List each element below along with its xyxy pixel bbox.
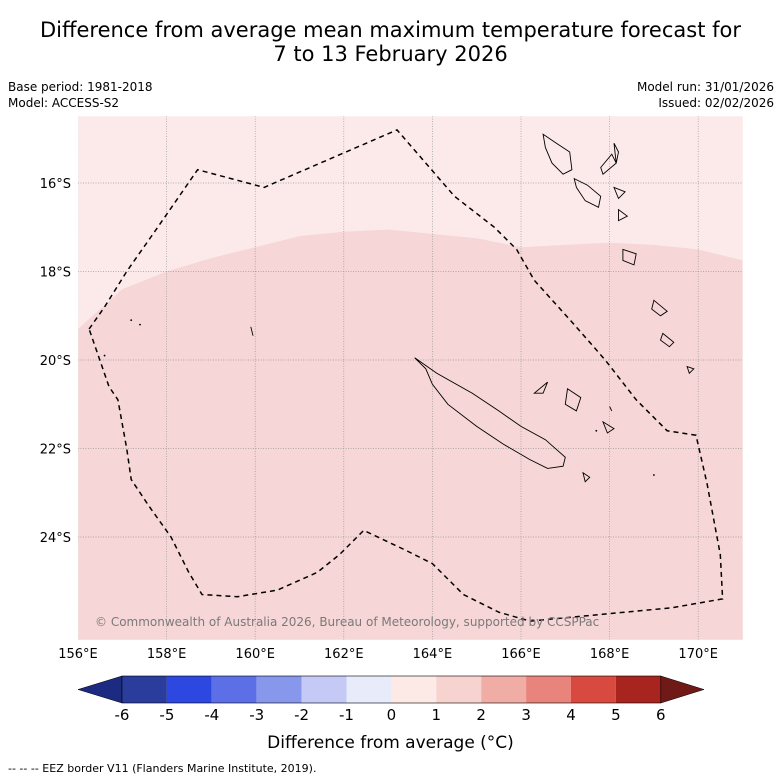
new-caledonia-coastline <box>414 357 566 469</box>
colorbar: -6 -5 -4 -3 -2 -1 0 1 2 3 4 5 6 <box>77 675 705 724</box>
island-coastline <box>542 133 573 175</box>
colorbar-segment <box>256 676 302 703</box>
colorbar-segment <box>122 676 167 703</box>
colorbar-tick-label: 3 <box>521 706 531 724</box>
map-frame <box>77 115 744 641</box>
lon-tick-label: 170°E <box>678 647 718 662</box>
colorbar-segment <box>166 676 212 703</box>
colorbar-tick-label: 0 <box>387 706 397 724</box>
colorbar-tick-label: 2 <box>476 706 486 724</box>
title-line-1: Difference from average mean maximum tem… <box>40 18 741 42</box>
issued-date: Issued: 02/02/2026 <box>658 96 774 110</box>
island-coastline <box>609 406 613 412</box>
lon-tick-label: 160°E <box>235 647 275 662</box>
colorbar-segment <box>346 676 392 703</box>
colorbar-segment <box>391 676 437 703</box>
island-coastline <box>686 365 695 375</box>
colorbar-tick-label: 6 <box>656 706 666 724</box>
colorbar-segment <box>301 676 347 703</box>
island-coastline <box>651 299 668 317</box>
island-coastline <box>613 142 619 164</box>
chart-title: Difference from average mean maximum tem… <box>0 18 781 66</box>
lat-tick-label: 24°S <box>40 531 71 546</box>
islet <box>130 319 133 322</box>
lat-tick-label: 20°S <box>40 354 71 369</box>
model-run: Model run: 31/01/2026 <box>636 80 774 94</box>
colorbar-label: Difference from average (°C) <box>267 733 514 753</box>
meta-left: Base period: 1981-2018 Model: ACCESS-S2 <box>8 79 153 111</box>
colorbar-outline <box>121 675 662 704</box>
island-coastline <box>533 381 549 394</box>
colorbar-segment <box>211 676 257 703</box>
footer-note: -- -- -- EEZ border V11 (Flanders Marine… <box>8 762 317 775</box>
island-coastline <box>613 186 626 200</box>
lat-tick-label: 18°S <box>40 266 71 281</box>
lat-tick-label: 16°S <box>40 177 71 192</box>
colorbar-tick-label: -6 <box>115 706 130 724</box>
island-coastline <box>573 177 602 208</box>
island-coastline <box>622 248 637 266</box>
zone-1-2 <box>78 229 743 640</box>
lon-tick-label: 166°E <box>501 647 541 662</box>
lon-tick-label: 164°E <box>413 647 453 662</box>
islet <box>595 429 598 432</box>
colorbar-tick-label: -4 <box>204 706 219 724</box>
lon-tick-label: 156°E <box>58 647 98 662</box>
title-line-2: 7 to 13 February 2026 <box>273 42 508 66</box>
island-coastline <box>582 471 591 483</box>
colorbar-over-arrow <box>660 675 705 704</box>
islet <box>103 354 106 357</box>
colorbar-tick-label: -1 <box>339 706 354 724</box>
colorbar-under-arrow <box>77 675 123 704</box>
island-coastline <box>618 208 629 222</box>
copyright-text: © Commonwealth of Australia 2026, Bureau… <box>95 615 599 629</box>
colorbar-tick-label: -5 <box>159 706 174 724</box>
model-name: Model: ACCESS-S2 <box>8 96 120 110</box>
colorbar-tick-label: 4 <box>566 706 576 724</box>
lon-tick-label: 158°E <box>147 647 187 662</box>
lon-tick-label: 162°E <box>324 647 364 662</box>
colorbar-tick-label: 1 <box>432 706 442 724</box>
lon-tick-label: 168°E <box>590 647 630 662</box>
island-coastline <box>564 388 582 412</box>
islet <box>653 474 655 476</box>
island-coastline <box>250 326 254 336</box>
meta-right: Model run: 31/01/2026 Issued: 02/02/2026 <box>637 79 774 111</box>
colorbar-tick-label: -2 <box>294 706 309 724</box>
map-layer: © Commonwealth of Australia 2026, Bureau… <box>40 115 744 662</box>
colorbar-segment <box>615 676 661 703</box>
colorbar-segment <box>526 676 571 703</box>
colorbar-segment <box>481 676 527 703</box>
lat-tick-label: 22°S <box>40 443 71 458</box>
island-coastline <box>659 332 675 348</box>
islet <box>139 323 141 326</box>
colorbar-segment <box>436 676 482 703</box>
colorbar-tick-label: -3 <box>249 706 264 724</box>
colorbar-segment <box>571 676 616 703</box>
base-period: Base period: 1981-2018 <box>8 80 153 94</box>
eez-boundary <box>88 128 724 622</box>
island-coastline <box>602 420 615 434</box>
colorbar-tick-label: 5 <box>611 706 621 724</box>
